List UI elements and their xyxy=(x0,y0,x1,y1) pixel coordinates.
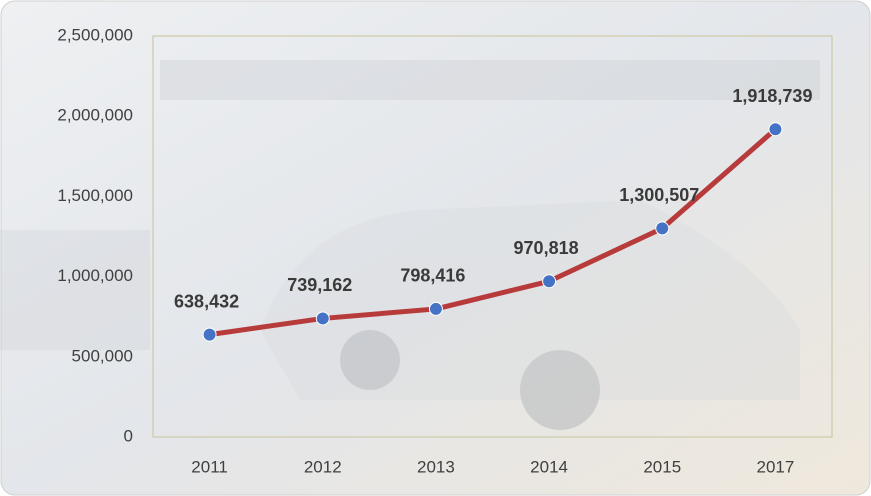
data-point xyxy=(655,221,670,236)
x-tick-label: 2014 xyxy=(530,457,568,476)
data-label: 970,818 xyxy=(514,238,579,258)
plot-area xyxy=(152,35,833,438)
y-tick-label: 0 xyxy=(124,426,133,445)
data-point xyxy=(315,311,330,326)
data-point xyxy=(768,122,783,137)
y-tick-label: 500,000 xyxy=(72,346,133,365)
x-tick-label: 2015 xyxy=(643,457,681,476)
data-line xyxy=(209,127,778,338)
data-point xyxy=(202,327,217,342)
data-label: 638,432 xyxy=(174,291,239,311)
x-tick-label: 2017 xyxy=(757,457,795,476)
data-point xyxy=(428,301,443,316)
x-tick-label: 2012 xyxy=(304,457,342,476)
y-tick-label: 1,500,000 xyxy=(57,186,133,205)
data-point xyxy=(542,274,557,289)
y-tick-label: 1,000,000 xyxy=(57,266,133,285)
data-label: 1,300,507 xyxy=(619,185,699,205)
data-label: 1,918,739 xyxy=(732,86,812,106)
data-label: 739,162 xyxy=(287,275,352,295)
data-label: 798,416 xyxy=(400,266,465,286)
background-photo xyxy=(0,60,820,430)
x-tick-label: 2013 xyxy=(417,457,455,476)
y-tick-label: 2,000,000 xyxy=(57,106,133,125)
y-tick-label: 2,500,000 xyxy=(57,25,133,44)
x-tick-label: 2011 xyxy=(191,457,228,476)
